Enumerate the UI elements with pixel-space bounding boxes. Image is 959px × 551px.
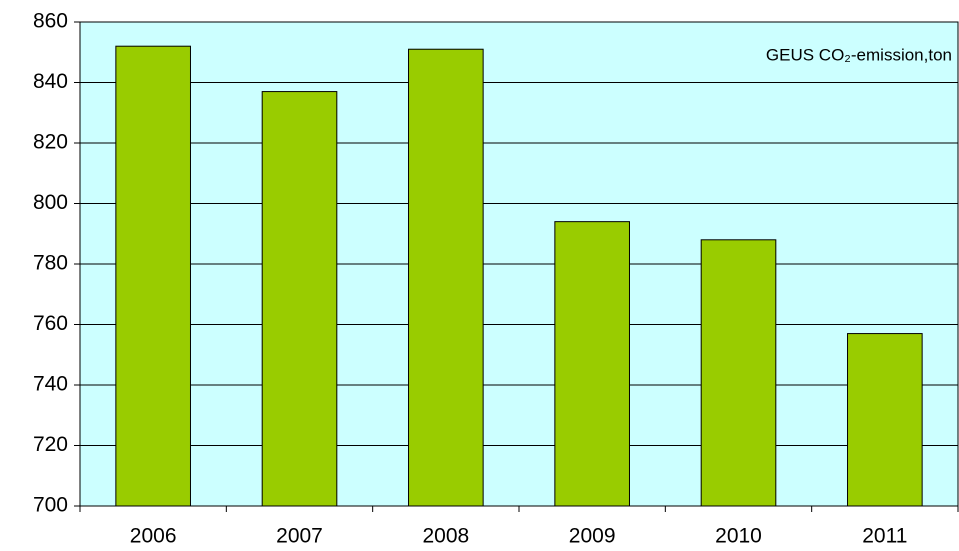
y-tick-label: 780 xyxy=(33,252,68,275)
bar xyxy=(115,45,191,507)
y-tick-label: 860 xyxy=(33,10,68,33)
y-tick-label: 720 xyxy=(33,433,68,456)
y-tick-label: 700 xyxy=(33,494,68,517)
y-tick-label: 760 xyxy=(33,312,68,335)
x-tick-label: 2010 xyxy=(715,525,762,548)
bar xyxy=(700,239,777,507)
y-tick-label: 740 xyxy=(33,373,68,396)
chart-title: GEUS CO₂-emission,ton xyxy=(766,45,952,64)
y-tick-label: 840 xyxy=(33,70,68,93)
y-tick-label: 800 xyxy=(33,191,68,214)
y-tick-label: 820 xyxy=(33,131,68,154)
x-tick-label: 2007 xyxy=(276,525,323,548)
bar xyxy=(554,221,630,507)
bar xyxy=(847,333,923,507)
x-tick-label: 2006 xyxy=(130,525,177,548)
x-tick-label: 2009 xyxy=(569,525,616,548)
bar xyxy=(261,91,338,507)
x-tick-label: 2008 xyxy=(422,525,469,548)
bar xyxy=(408,48,484,507)
x-tick-label: 2011 xyxy=(862,525,907,548)
